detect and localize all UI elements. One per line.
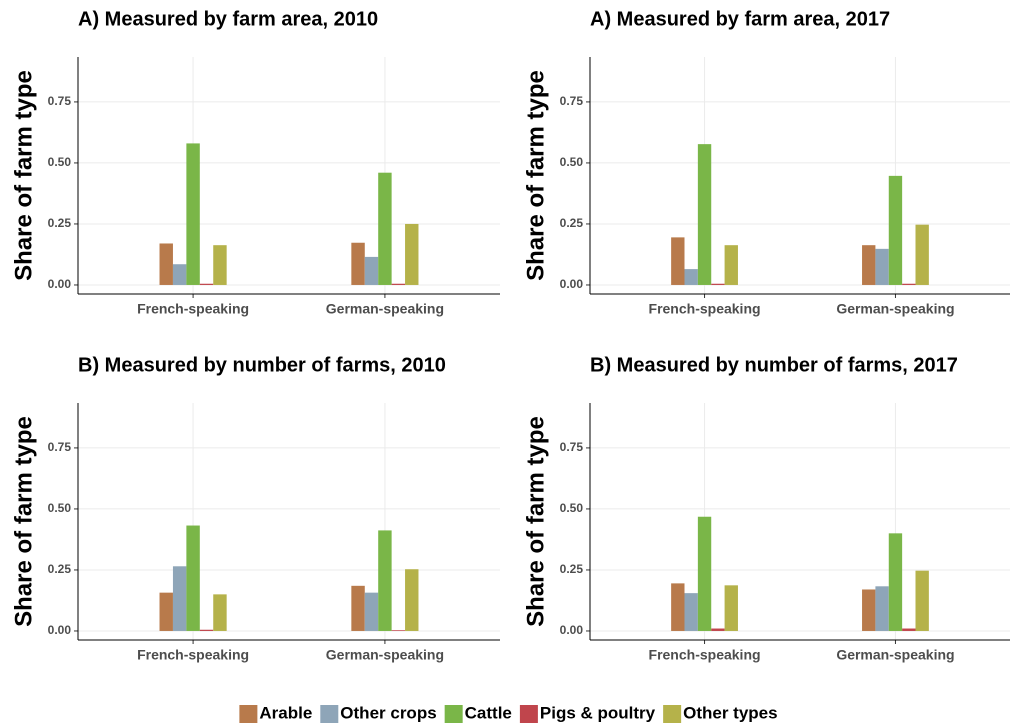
- bar: [697, 144, 712, 285]
- y-tick-label: 0.75: [560, 440, 584, 454]
- y-axis-label: Share of farm type: [10, 416, 37, 627]
- bar: [724, 585, 738, 631]
- x-tick-label: French-speaking: [137, 647, 249, 663]
- bar: [405, 223, 419, 285]
- bar: [697, 516, 712, 631]
- bar: [199, 629, 214, 631]
- bar: [888, 533, 903, 631]
- bar: [888, 175, 903, 285]
- y-tick-label: 0.25: [560, 216, 584, 230]
- bar: [186, 525, 200, 631]
- x-tick-label: French-speaking: [137, 301, 249, 317]
- y-axis-label: Share of farm type: [10, 70, 37, 281]
- bar: [199, 283, 214, 285]
- bar: [915, 224, 929, 285]
- bar: [915, 570, 929, 631]
- bar: [172, 264, 187, 285]
- bar: [391, 283, 406, 285]
- bar: [671, 583, 685, 631]
- chart-title: B) Measured by number of farms, 2017: [590, 354, 958, 376]
- legend-label: Pigs & poultry: [540, 703, 656, 722]
- x-tick-label: German-speaking: [326, 647, 444, 663]
- chart-title: B) Measured by number of farms, 2010: [78, 354, 446, 376]
- bar: [711, 283, 725, 285]
- legend-swatch: [320, 705, 339, 723]
- legend-swatch: [663, 705, 682, 723]
- y-tick-label: 0.00: [48, 623, 72, 637]
- y-tick-label: 0.00: [48, 277, 72, 291]
- bar: [364, 592, 379, 631]
- bar: [902, 283, 916, 285]
- chart-title: A) Measured by farm area, 2010: [78, 8, 378, 30]
- bar: [405, 569, 419, 631]
- chart-title: A) Measured by farm area, 2017: [590, 8, 890, 30]
- bar: [684, 593, 698, 631]
- legend-swatch: [239, 705, 258, 723]
- bar: [186, 143, 200, 285]
- bar: [378, 172, 392, 285]
- y-tick-label: 0.75: [560, 94, 584, 108]
- legend-label: Cattle: [465, 703, 512, 722]
- bar: [724, 245, 738, 285]
- y-tick-label: 0.50: [48, 501, 72, 515]
- y-tick-label: 0.00: [560, 623, 584, 637]
- y-axis-label: Share of farm type: [522, 70, 549, 281]
- x-tick-label: German-speaking: [836, 301, 954, 317]
- legend-swatch: [444, 705, 463, 723]
- bar: [213, 245, 227, 285]
- y-tick-label: 0.25: [560, 562, 584, 576]
- y-tick-label: 0.25: [48, 216, 72, 230]
- x-tick-label: German-speaking: [326, 301, 444, 317]
- bar: [671, 237, 685, 285]
- bar: [902, 628, 916, 631]
- y-tick-label: 0.75: [48, 94, 72, 108]
- legend-label: Arable: [259, 703, 312, 722]
- bar: [159, 243, 173, 285]
- bar: [862, 245, 876, 285]
- bar: [391, 630, 406, 631]
- x-tick-label: French-speaking: [649, 647, 761, 663]
- bar: [351, 585, 365, 631]
- legend-label: Other crops: [340, 703, 436, 722]
- bar: [364, 256, 379, 285]
- y-tick-label: 0.50: [560, 501, 584, 515]
- bar: [711, 628, 725, 631]
- y-tick-label: 0.50: [48, 155, 72, 169]
- bar: [875, 248, 889, 285]
- bar: [684, 269, 698, 285]
- y-tick-label: 0.50: [560, 155, 584, 169]
- bar: [172, 566, 187, 631]
- y-axis-label: Share of farm type: [522, 416, 549, 627]
- bar: [862, 589, 876, 631]
- bar: [351, 242, 365, 285]
- x-tick-label: German-speaking: [836, 647, 954, 663]
- y-tick-label: 0.00: [560, 277, 584, 291]
- bar: [378, 530, 392, 631]
- x-tick-label: French-speaking: [649, 301, 761, 317]
- y-tick-label: 0.75: [48, 440, 72, 454]
- bar: [875, 586, 889, 631]
- bar: [213, 594, 227, 631]
- legend-label: Other types: [683, 703, 777, 722]
- bar: [159, 592, 173, 631]
- y-tick-label: 0.25: [48, 562, 72, 576]
- legend-swatch: [519, 705, 538, 723]
